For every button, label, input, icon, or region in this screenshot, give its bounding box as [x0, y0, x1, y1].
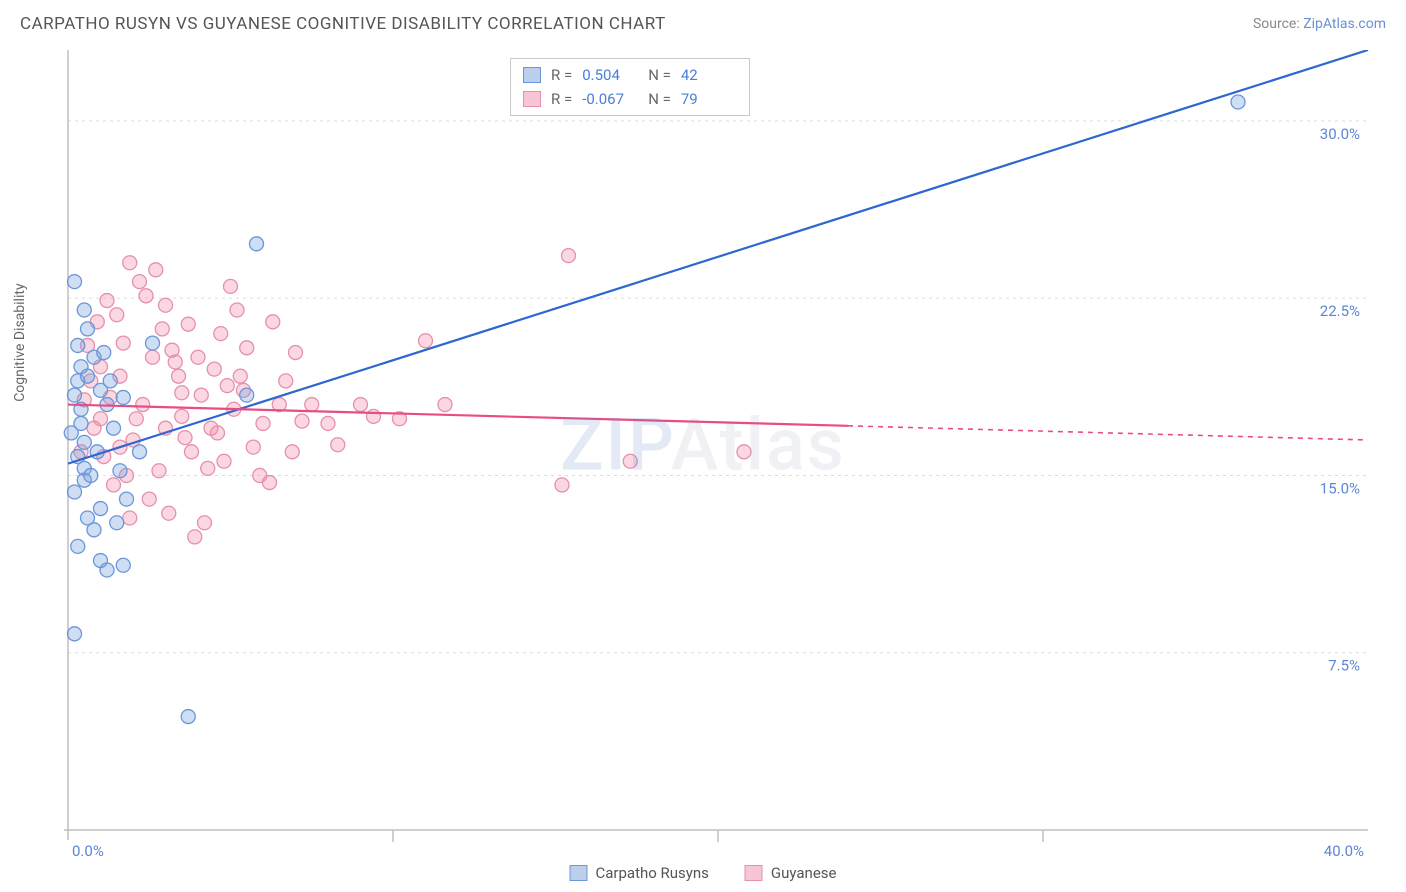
chart-header: CARPATHO RUSYN VS GUYANESE COGNITIVE DIS… [0, 0, 1406, 42]
legend-swatch [570, 865, 588, 881]
legend-item: Guyanese [745, 864, 837, 882]
svg-text:30.0%: 30.0% [1320, 125, 1360, 143]
legend-item: Carpatho Rusyns [570, 864, 709, 882]
svg-text:0.0%: 0.0% [72, 842, 104, 860]
y-axis-label: Cognitive Disability [12, 283, 28, 401]
series-legend: Carpatho Rusyns Guyanese [570, 864, 837, 882]
stats-legend-box: R = 0.504N = 42R = -0.067N = 79 [510, 58, 750, 116]
chart-area: Cognitive Disability ZIPAtlas 7.5%15.0%2… [20, 50, 1386, 872]
scatter-plot: 7.5% 15.0% 22.5% 30.0% 0.0% 40.0% [20, 50, 1386, 872]
source-attr: Source: ZipAtlas.com [1253, 16, 1386, 32]
chart-title: CARPATHO RUSYN VS GUYANESE COGNITIVE DIS… [20, 14, 666, 34]
stats-row: R = 0.504N = 42 [523, 63, 737, 87]
legend-swatch [745, 865, 763, 881]
legend-label: Carpatho Rusyns [596, 864, 709, 882]
svg-text:7.5%: 7.5% [1328, 657, 1360, 675]
source-prefix: Source: [1253, 16, 1303, 32]
svg-text:22.5%: 22.5% [1320, 302, 1360, 320]
svg-text:15.0%: 15.0% [1320, 479, 1360, 497]
legend-label: Guyanese [771, 864, 837, 882]
series-swatch [523, 67, 541, 83]
svg-text:40.0%: 40.0% [1324, 842, 1364, 860]
series-swatch [523, 91, 541, 107]
source-link[interactable]: ZipAtlas.com [1303, 16, 1386, 32]
stats-row: R = -0.067N = 79 [523, 87, 737, 111]
